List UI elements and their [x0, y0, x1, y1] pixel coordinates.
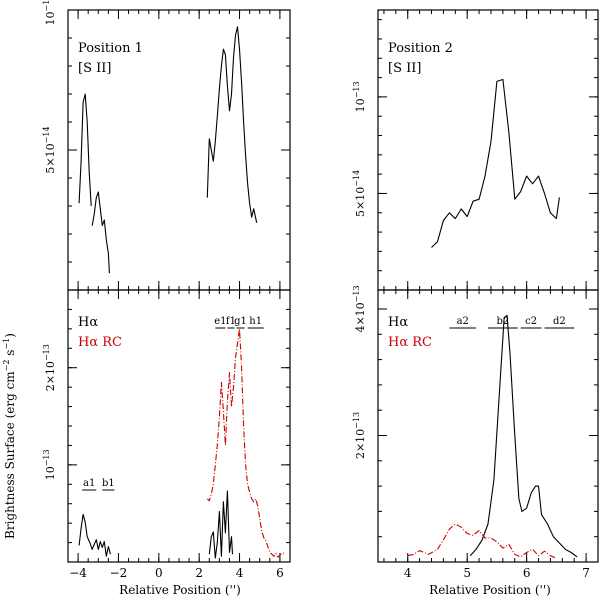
panel-label: [S II] [78, 61, 111, 76]
panel-frame [67, 289, 291, 563]
marker-label-c2: c2 [525, 316, 537, 327]
x-tick-label: 6 [276, 566, 284, 580]
marker-label-g1: g1 [234, 316, 247, 327]
x-tick-label: 7 [582, 566, 590, 580]
y-tick-label: 10−13 [352, 81, 367, 112]
x-tick-label: 4 [404, 566, 412, 580]
x-tick-label: 4 [236, 566, 244, 580]
marker-label-f1: f1 [226, 316, 236, 327]
panel-label: Hα [78, 315, 98, 330]
x-tick-label: −4 [69, 566, 87, 580]
x-tick-label: 0 [155, 566, 163, 580]
y-tick-label: 4×10−13 [352, 285, 367, 332]
x-tick-label: 5 [463, 566, 471, 580]
y-tick-label: 2×10−13 [352, 412, 367, 459]
figure-xlabel-left: Relative Position ('') [119, 583, 241, 597]
series-line-Hα-0 [78, 513, 111, 557]
series-line-Hα-RC-0 [407, 523, 557, 559]
marker-label-b1: b1 [102, 478, 115, 489]
series-line-Hα-0 [469, 314, 578, 558]
panel-label: Hα RC [388, 335, 432, 350]
figure-xlabel-right: Relative Position ('') [429, 583, 551, 597]
x-tick-label: 6 [523, 566, 531, 580]
panel-label: Hα [388, 315, 408, 330]
marker-label-e1: e1 [214, 316, 226, 327]
series-line-Hα-RC-0 [206, 328, 286, 558]
panel-label: Hα RC [78, 335, 122, 350]
series-line-sii-2 [206, 26, 258, 223]
panel-p2-sii: 10−13 5×10−14 Position 2 [S II] [352, 9, 599, 291]
marker-label-d2: d2 [553, 316, 566, 327]
panel-label: Position 1 [78, 41, 143, 56]
panel-p1-sii: 10−13 5×10−14 Position 1 [S II] [42, 0, 291, 291]
panel-label: [S II] [388, 61, 421, 76]
figure-ylabel: Brightness Surface (erg cm−2 s−1) [2, 333, 17, 539]
marker-label-b2: b2 [496, 316, 509, 327]
x-tick-label: −2 [110, 566, 128, 580]
marker-label-h1: h1 [249, 316, 262, 327]
marker-label-a2: a2 [457, 316, 469, 327]
y-tick-label: 5×10−14 [352, 170, 367, 217]
panel-p2-ha: 4×10−13 2×10−13 4 5 6 7 Hα Hα RC a2 b2 c2 d2 [352, 285, 599, 580]
x-tick-label: 2 [195, 566, 203, 580]
panel-label: Position 2 [388, 41, 453, 56]
panel-frame [377, 289, 599, 563]
series-line-sii-0 [431, 78, 560, 248]
series-line-sii-0 [78, 93, 92, 207]
y-tick-label: 5×10−14 [42, 126, 57, 173]
y-tick-label: 2×10−13 [42, 344, 57, 391]
marker-label-a1: a1 [83, 478, 95, 489]
series-line-Hα-1 [208, 490, 234, 559]
y-tick-label: 10−13 [42, 0, 57, 25]
y-tick-label: 10−13 [42, 449, 57, 480]
series-line-sii-1 [91, 191, 110, 274]
